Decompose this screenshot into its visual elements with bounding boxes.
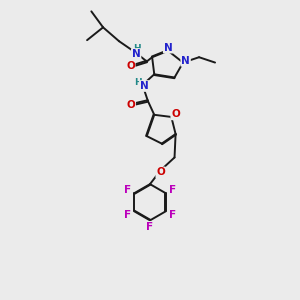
- Text: F: F: [169, 185, 176, 195]
- Text: H: H: [134, 44, 141, 53]
- Text: O: O: [126, 61, 135, 71]
- Text: F: F: [146, 222, 154, 232]
- Text: H: H: [134, 78, 142, 87]
- Text: O: O: [126, 100, 135, 110]
- Text: F: F: [124, 209, 131, 220]
- Text: N: N: [164, 43, 172, 52]
- Text: O: O: [171, 110, 180, 119]
- Text: N: N: [181, 56, 190, 66]
- Text: N: N: [140, 81, 148, 91]
- Text: F: F: [124, 185, 131, 195]
- Text: O: O: [156, 167, 165, 177]
- Text: N: N: [132, 49, 140, 59]
- Text: F: F: [169, 209, 176, 220]
